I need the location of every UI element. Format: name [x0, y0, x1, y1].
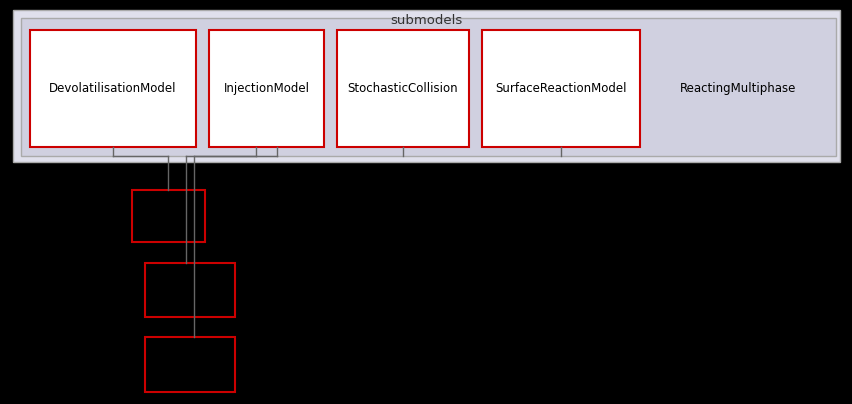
Text: submodels: submodels	[390, 14, 462, 27]
FancyBboxPatch shape	[21, 18, 835, 156]
FancyBboxPatch shape	[145, 263, 234, 317]
FancyBboxPatch shape	[30, 30, 196, 147]
FancyBboxPatch shape	[145, 337, 234, 392]
Text: ReactingMultiphase: ReactingMultiphase	[679, 82, 795, 95]
Text: InjectionModel: InjectionModel	[223, 82, 309, 95]
Text: DevolatilisationModel: DevolatilisationModel	[49, 82, 176, 95]
Text: StochasticCollision: StochasticCollision	[348, 82, 458, 95]
FancyBboxPatch shape	[132, 190, 204, 242]
Text: SurfaceReactionModel: SurfaceReactionModel	[494, 82, 626, 95]
FancyBboxPatch shape	[209, 30, 324, 147]
FancyBboxPatch shape	[481, 30, 639, 147]
FancyBboxPatch shape	[337, 30, 469, 147]
FancyBboxPatch shape	[13, 10, 839, 162]
